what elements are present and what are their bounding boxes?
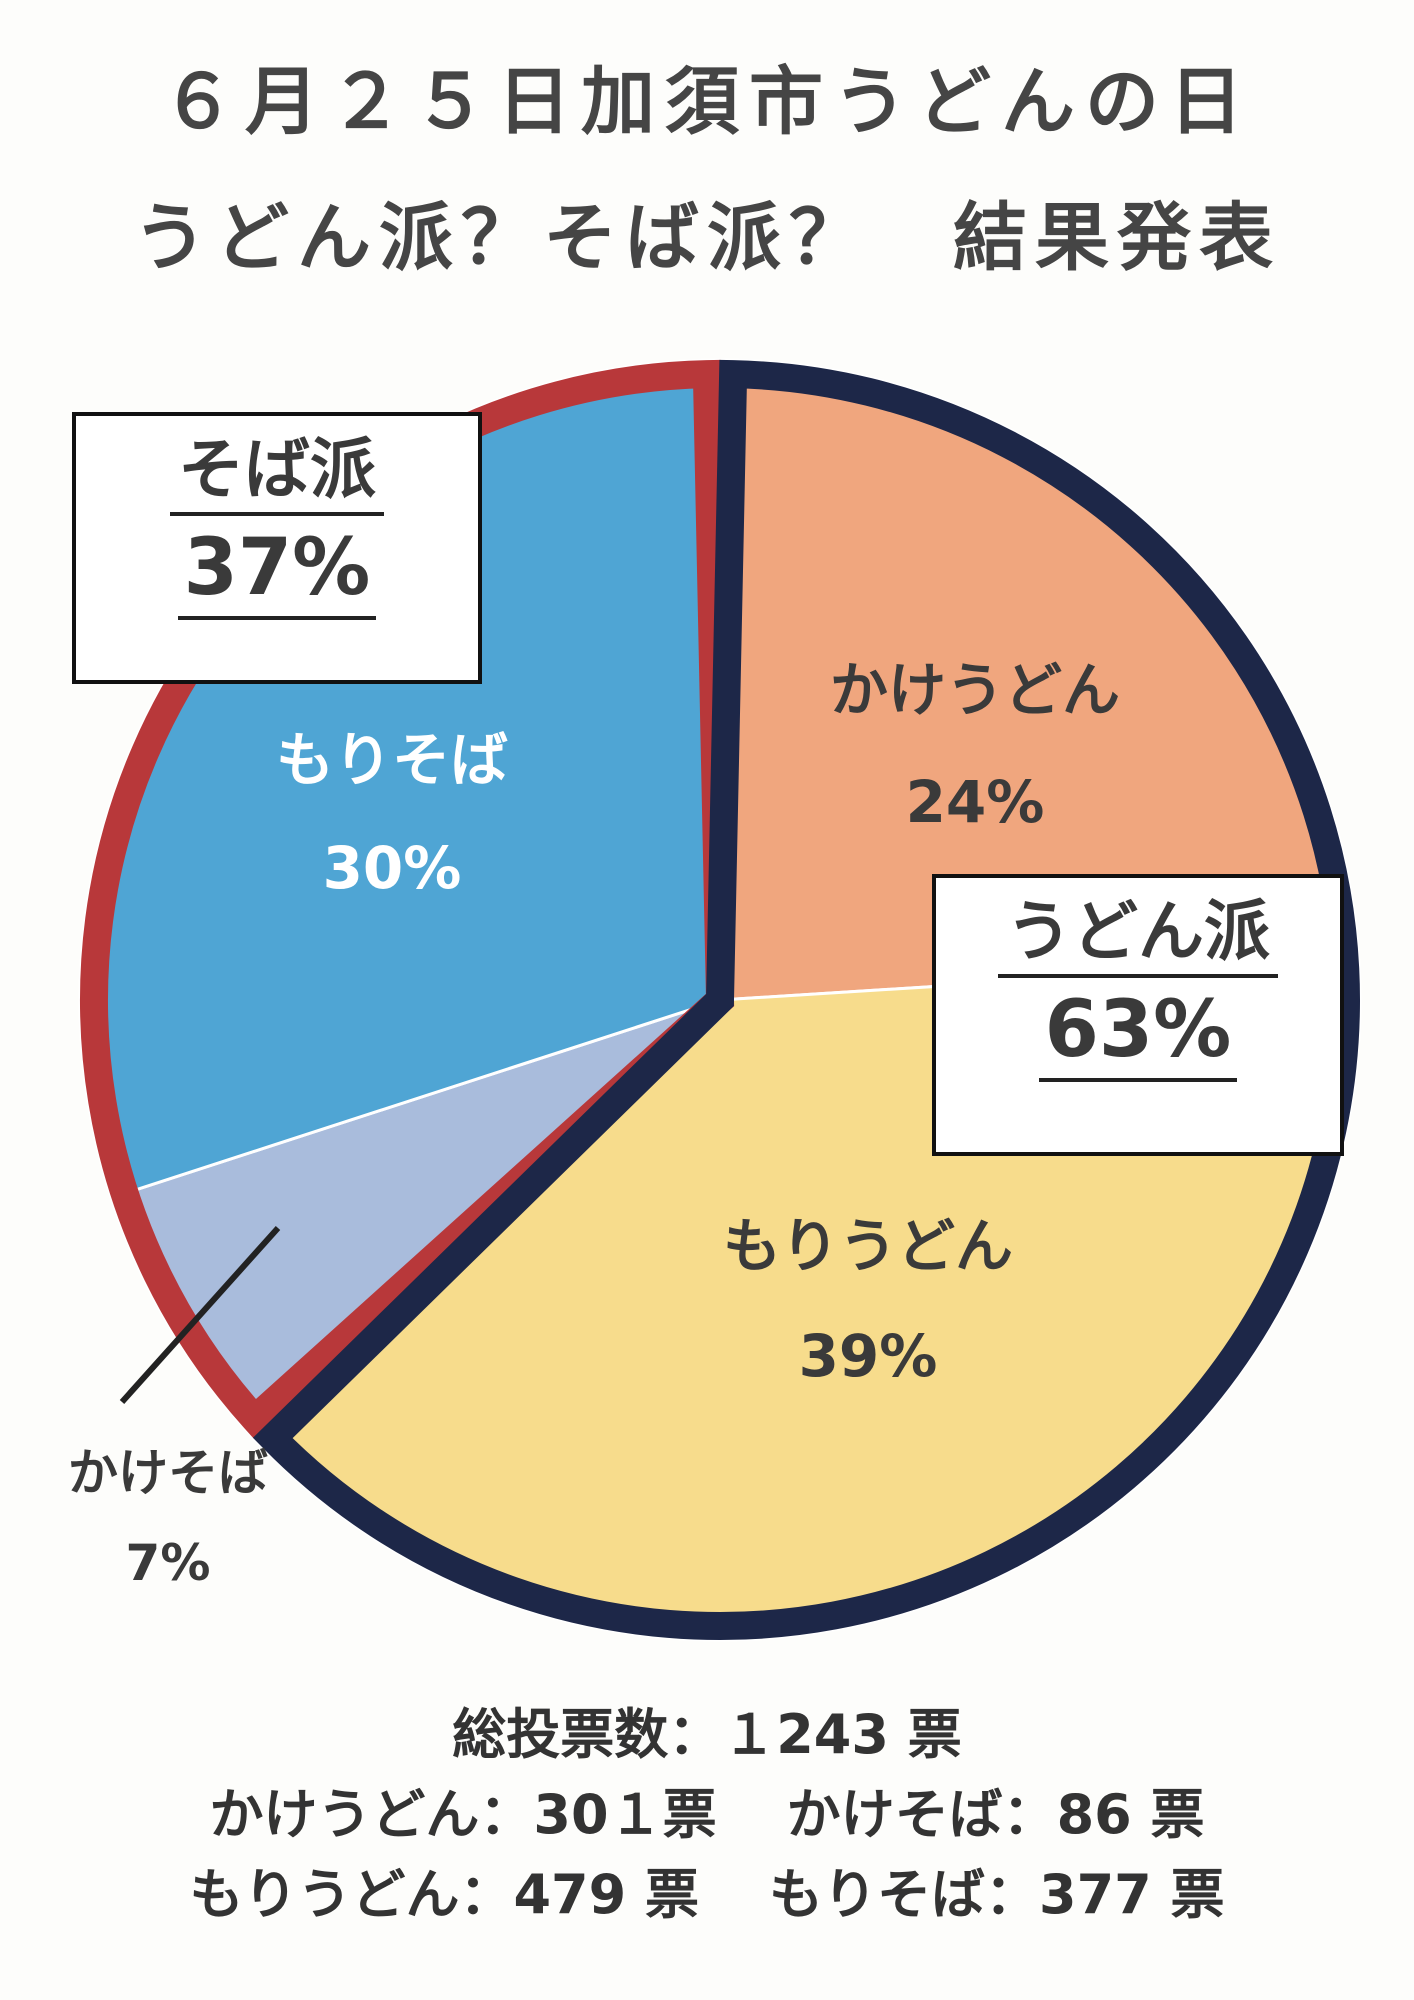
vote-count-kakeudon: かけうどん：30１票 [209,1783,717,1846]
slice-value-moriudon: 39% [799,1322,938,1390]
udon-group-label: うどん派 63% [932,874,1344,1156]
slice-value-kakesoba: 7% [126,1534,211,1592]
kakesoba-leader-line [119,1225,281,1405]
vote-counts-row-1: かけうどん：30１票 かけそば：86 票 [0,1770,1414,1849]
soba-group-outline [80,359,735,1439]
udon-group-name: うどん派 [998,892,1278,978]
soba-group-label: そば派 37% [72,412,482,684]
vote-counts-row-2: もりうどん：479 票 もりそば：377 票 [0,1850,1414,1929]
slice-value-morisoba: 30% [323,834,462,902]
title-line-1: ６月２５日加須市うどんの日 [161,59,1253,145]
slice-label-moriudon: もりうどん [723,1212,1013,1280]
slice-value-kakeudon: 24% [906,768,1045,836]
vote-count-morisoba: もりそば：377 票 [769,1863,1225,1926]
udon-group-outline [252,359,1360,1640]
udon-group-percent: 63% [1038,982,1238,1082]
soba-group-percent: 37% [177,520,377,620]
title-line-2: うどん派？そば派？ 結果発表 [133,195,1281,281]
slice-label-kakeudon: かけうどん [830,656,1120,724]
vote-count-kakesoba: かけそば：86 票 [786,1783,1205,1846]
slice-label-morisoba: もりそば [276,726,508,794]
slice-label-kakesoba: かけそば [68,1444,268,1502]
vote-count-moriudon: もりうどん：479 票 [189,1863,699,1926]
total-votes: 総投票数：１243 票 [452,1703,962,1766]
soba-group-name: そば派 [170,430,384,516]
